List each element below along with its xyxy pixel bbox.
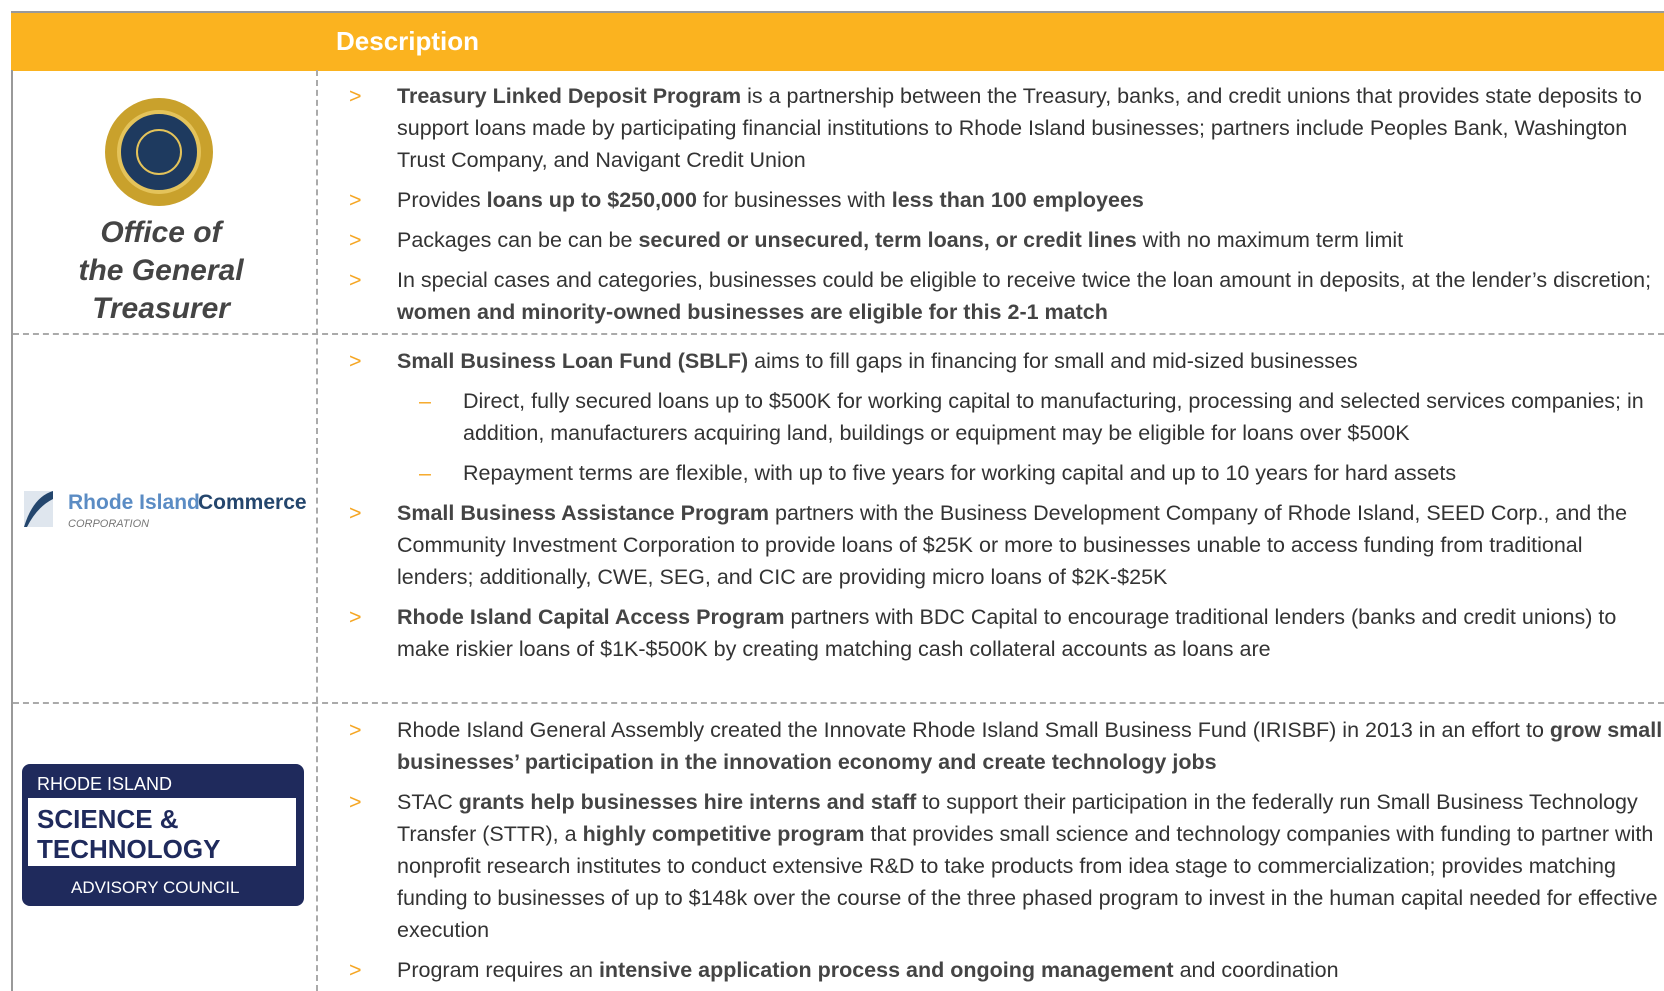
text-run: Repayment terms are flexible, with up to…: [463, 461, 1457, 485]
text-run: In special cases and categories, busines…: [397, 268, 1652, 292]
bullet: > In special cases and categories, busine…: [333, 264, 1664, 328]
text-run: Packages can be can be: [397, 228, 639, 252]
org-name: Treasurer: [92, 292, 232, 325]
column-divider: [316, 70, 318, 991]
commerce-logo: Rhode Island Commerce CORPORATION: [24, 491, 307, 530]
logo-text: TECHNOLOGY: [37, 834, 220, 864]
text-run: Rhode Island Capital Access Program: [397, 605, 785, 629]
text-run: highly competitive program: [582, 822, 865, 846]
bullet: > Small Business Assistance Program partn…: [333, 497, 1664, 593]
text-run: grants help businesses hire interns and …: [458, 790, 917, 814]
bullet-marker: >: [349, 268, 362, 292]
bullet-marker: –: [419, 461, 431, 485]
bullet: > STAC grants help businesses hire intern…: [333, 786, 1664, 946]
row-separator: [13, 702, 1664, 704]
logo-text: CORPORATION: [68, 518, 149, 530]
bullet: – Direct, fully secured loans up to $500K…: [333, 385, 1664, 449]
text-run: aims to fill gaps in financing for small…: [748, 349, 1358, 373]
logo-text: ADVISORY COUNCIL: [71, 878, 239, 897]
text-run: intensive application process and ongoin…: [598, 958, 1174, 982]
text-run: partners with the Business Development C…: [397, 501, 1628, 589]
bullet-marker: >: [349, 605, 362, 629]
bullet: > Small Business Loan Fund (SBLF) aims to…: [333, 345, 1664, 377]
logo-text: Rhode Island: [68, 491, 200, 514]
bullet-marker: >: [349, 84, 362, 108]
text-run: and coordination: [1173, 958, 1339, 982]
row: Office of the General Treasurer > Treasur…: [13, 70, 1664, 333]
text-run: grow small businesses’ participation in …: [397, 718, 1663, 774]
logo-band: [28, 798, 296, 866]
text-run: women and minority-owned businesses are …: [397, 300, 1108, 324]
text-run: loans up to $250,000: [486, 188, 697, 212]
bullet: > Program requires an intensive applicati…: [333, 954, 1664, 986]
table-header: Description: [11, 11, 1664, 71]
left-border: [11, 70, 13, 991]
text-run: Program requires an: [397, 958, 599, 982]
org-name: Office of: [100, 216, 224, 249]
row: Rhode Island Commerce CORPORATION > Small…: [13, 335, 1664, 702]
text-run: Direct, fully secured loans up to $500K …: [463, 389, 1644, 445]
bullet-list: > Treasury Linked Deposit Program is a pa…: [333, 80, 1664, 333]
text-run: is a partnership between the Treasury, b…: [397, 84, 1642, 172]
bullet-marker: >: [349, 718, 362, 742]
text-run: to support their participation in the fe…: [397, 790, 1638, 846]
bullet: > Packages can be can be secured or unsec…: [333, 224, 1664, 256]
org-name: the General: [78, 254, 244, 287]
logo-text: Commerce: [198, 491, 307, 514]
bullet-list: > Small Business Loan Fund (SBLF) aims to…: [333, 345, 1664, 673]
bullet: > Provides loans up to $250,000 for busin…: [333, 184, 1664, 216]
text-run: with no maximum term limit: [1136, 228, 1404, 252]
bullet: > Rhode Island Capital Access Program par…: [333, 601, 1664, 665]
logo-shape: [24, 491, 53, 527]
bullet-marker: –: [419, 389, 431, 413]
bullet: – Repayment terms are flexible, with up t…: [333, 457, 1664, 489]
bullet-marker: >: [349, 228, 362, 252]
bullet: > Rhode Island General Assembly created t…: [333, 714, 1664, 778]
bullet-list: > Rhode Island General Assembly created t…: [333, 714, 1664, 991]
text-run: partners with BDC Capital to encourage t…: [397, 605, 1617, 661]
bullet-marker: >: [349, 958, 362, 982]
text-run: Treasury Linked Deposit Program: [397, 84, 742, 108]
text-run: Rhode Island General Assembly created th…: [397, 718, 1550, 742]
bullet-marker: >: [349, 349, 362, 373]
text-run: Small Business Assistance Program: [397, 501, 770, 525]
bullet-marker: >: [349, 790, 362, 814]
logo-text: RHODE ISLAND: [37, 774, 172, 794]
text-run: Small Business Loan Fund (SBLF): [397, 349, 749, 373]
row: RHODE ISLAND ADVISORY COUNCIL SCIENCE & …: [13, 704, 1664, 991]
treasurer-logo: Office of the General Treasurer: [78, 98, 244, 325]
bullet-marker: >: [349, 501, 362, 525]
text-run: that provides small science and technolo…: [397, 822, 1658, 942]
bullet-marker: >: [349, 188, 362, 212]
text-run: secured or unsecured, term loans, or cre…: [638, 228, 1137, 252]
text-run: less than 100 employees: [891, 188, 1144, 212]
text-run: STAC: [397, 790, 459, 814]
logo-text: SCIENCE &: [37, 804, 179, 834]
row-separator: [13, 333, 1664, 335]
seal-ring: [136, 129, 182, 175]
seal-inner: [117, 110, 201, 194]
header-title: Description: [336, 26, 480, 56]
text-run: Provides: [397, 188, 487, 212]
text-run: for businesses with: [696, 188, 892, 212]
stac-logo: RHODE ISLAND ADVISORY COUNCIL SCIENCE & …: [22, 764, 304, 906]
bullet: > Treasury Linked Deposit Program is a pa…: [333, 80, 1664, 176]
